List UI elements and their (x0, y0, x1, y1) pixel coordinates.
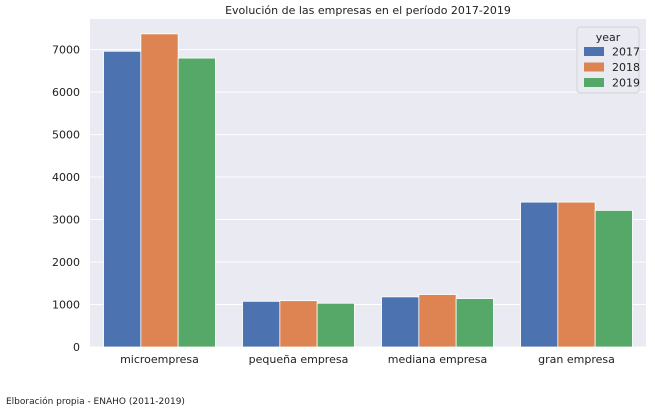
bar (316, 302, 355, 348)
bar (455, 298, 494, 348)
y-tick-label: 4000 (52, 171, 80, 184)
y-tick-label: 5000 (52, 129, 80, 142)
y-tick-label: 6000 (52, 86, 80, 99)
x-tick-label: gran empresa (538, 353, 615, 366)
bars (103, 33, 633, 348)
bar (594, 210, 633, 348)
x-tick-labels: microempresa pequeña empresa mediana empre… (120, 353, 615, 366)
legend-title: year (596, 31, 621, 44)
y-tick-label: 7000 (52, 44, 80, 57)
legend-label: 2019 (612, 77, 640, 90)
legend-swatch (584, 78, 604, 87)
bar (418, 294, 457, 348)
bar (381, 296, 420, 348)
y-tick-label: 2000 (52, 256, 80, 269)
x-tick-label: microempresa (120, 353, 199, 366)
bar (103, 50, 142, 348)
bar (279, 300, 318, 348)
legend-label: 2017 (612, 46, 640, 59)
legend: year 2017 2018 2019 (576, 26, 640, 94)
chart-title: Evolución de las empresas en el período … (225, 4, 511, 17)
x-tick-label: mediana empresa (388, 353, 487, 366)
y-tick-labels: 0 1000 2000 3000 4000 5000 6000 7000 (52, 44, 80, 354)
legend-label: 2018 (612, 61, 640, 74)
legend-swatch (584, 47, 604, 56)
legend-box (576, 26, 640, 94)
x-tick-label: pequeña empresa (249, 353, 349, 366)
bar (242, 300, 281, 348)
bar (140, 33, 179, 348)
bar (520, 201, 559, 348)
y-tick-label: 3000 (52, 214, 80, 227)
caption: Elboración propia - ENAHO (2011-2019) (6, 397, 185, 407)
bar (557, 201, 596, 348)
y-tick-label: 0 (73, 341, 80, 354)
bar (177, 57, 216, 348)
y-tick-label: 1000 (52, 299, 80, 312)
legend-swatch (584, 62, 604, 72)
